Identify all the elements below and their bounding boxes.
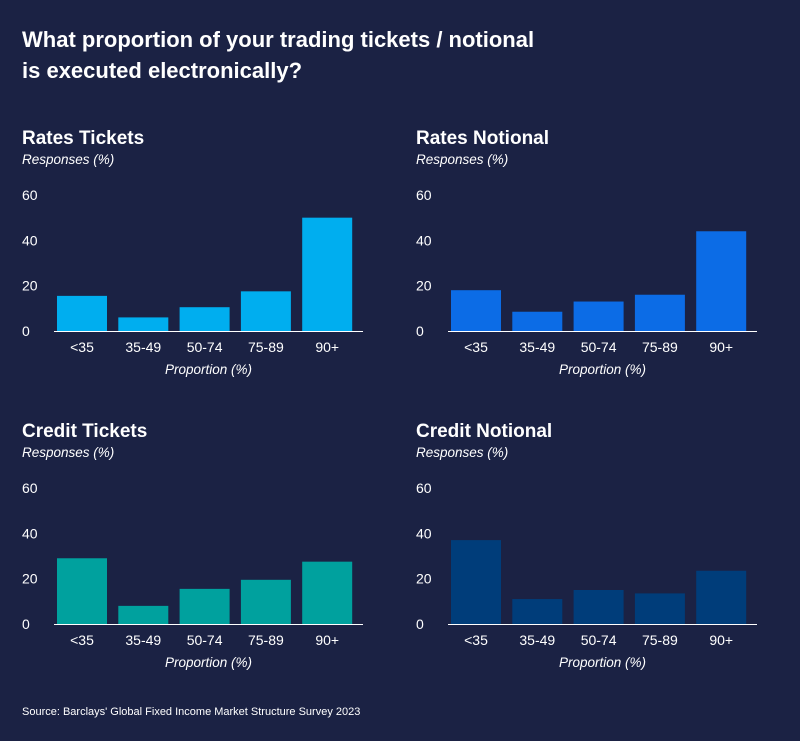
bar-chart: 0 20 40 60 <35 35-49 50-74 75-89 90+ xyxy=(416,480,757,648)
y-tick-label: 0 xyxy=(22,323,30,339)
bar xyxy=(240,291,291,331)
y-tick-label: 40 xyxy=(416,232,432,248)
y-tick-label: 40 xyxy=(22,525,38,541)
y-axis-label: Responses (%) xyxy=(416,445,509,460)
bar xyxy=(302,217,353,331)
bar xyxy=(240,579,291,624)
x-tick-label: 75-89 xyxy=(248,632,284,648)
bar-chart: 0 20 40 60 <35 35-49 50-74 75-89 90+ xyxy=(22,480,363,648)
bar xyxy=(634,294,685,331)
chart-panel-rates-notional: Rates Notional Responses (%) 0 20 40 60 <35 3… xyxy=(416,127,776,387)
x-tick-label: 35-49 xyxy=(125,632,161,648)
bar xyxy=(57,295,107,331)
x-tick-label: 35-49 xyxy=(519,632,555,648)
x-tick-label: 75-89 xyxy=(642,339,678,355)
chart-panel-rates-tickets: Rates Tickets Responses (%) 0 20 40 60 <35 35… xyxy=(22,127,382,387)
x-tick-label: 50-74 xyxy=(581,632,617,648)
x-tick-label: 50-74 xyxy=(581,339,617,355)
bar xyxy=(57,558,107,624)
bar xyxy=(512,599,563,624)
x-axis-label: Proportion (%) xyxy=(558,655,647,670)
bar xyxy=(696,231,747,331)
y-tick-label: 40 xyxy=(416,525,432,541)
x-tick-label: 35-49 xyxy=(125,339,161,355)
y-axis-label: Responses (%) xyxy=(416,152,509,167)
y-tick-label: 0 xyxy=(22,616,30,632)
y-tick-label: 60 xyxy=(416,480,432,496)
bar xyxy=(451,540,501,624)
x-axis-label: Proportion (%) xyxy=(558,362,647,377)
chart-panel-credit-notional: Credit Notional Responses (%) 0 20 40 60 <35… xyxy=(416,420,776,680)
x-tick-label: <35 xyxy=(464,339,488,355)
x-tick-label: 50-74 xyxy=(187,632,223,648)
bar xyxy=(118,605,169,624)
y-tick-label: 40 xyxy=(22,232,38,248)
bar-chart: 0 20 40 60 <35 35-49 50-74 75-89 90+ xyxy=(22,187,363,355)
x-tick-label: 90+ xyxy=(315,632,339,648)
x-tick-label: 90+ xyxy=(709,339,733,355)
bar xyxy=(451,290,501,331)
bar xyxy=(634,593,685,624)
chart-panel-credit-tickets: Credit Tickets Responses (%) 0 20 40 60 <35 3… xyxy=(22,420,382,680)
x-tick-label: 75-89 xyxy=(248,339,284,355)
x-tick-label: 90+ xyxy=(315,339,339,355)
y-tick-label: 0 xyxy=(416,616,424,632)
y-axis-label: Responses (%) xyxy=(22,152,115,167)
y-axis-label: Responses (%) xyxy=(22,445,115,460)
y-tick-label: 20 xyxy=(22,571,38,587)
x-tick-label: <35 xyxy=(70,632,94,648)
x-tick-label: <35 xyxy=(464,632,488,648)
x-tick-label: 75-89 xyxy=(642,632,678,648)
y-tick-label: 60 xyxy=(416,187,432,203)
chart-title: Credit Tickets xyxy=(22,421,148,442)
x-tick-label: 50-74 xyxy=(187,339,223,355)
bar xyxy=(696,570,747,624)
y-tick-label: 60 xyxy=(22,187,38,203)
x-tick-label: 35-49 xyxy=(519,339,555,355)
y-tick-label: 20 xyxy=(416,571,432,587)
x-axis-label: Proportion (%) xyxy=(164,362,253,377)
y-tick-label: 0 xyxy=(416,323,424,339)
x-tick-label: 90+ xyxy=(709,632,733,648)
bar xyxy=(179,588,230,624)
y-tick-label: 60 xyxy=(22,480,38,496)
bar xyxy=(573,301,624,331)
y-tick-label: 20 xyxy=(22,278,38,294)
chart-title: Rates Notional xyxy=(416,128,550,149)
page-title: What proportion of your trading tickets … xyxy=(22,27,535,83)
bar xyxy=(179,307,230,331)
source-note: Source: Barclays' Global Fixed Income Ma… xyxy=(22,706,361,718)
bar xyxy=(302,561,353,624)
bar xyxy=(573,590,624,624)
chart-title: Credit Notional xyxy=(416,421,553,442)
x-tick-label: <35 xyxy=(70,339,94,355)
y-tick-label: 20 xyxy=(416,278,432,294)
bar xyxy=(512,311,563,331)
bar xyxy=(118,317,169,331)
bar-chart: 0 20 40 60 <35 35-49 50-74 75-89 90+ xyxy=(416,187,757,355)
chart-title: Rates Tickets xyxy=(22,128,145,149)
x-axis-label: Proportion (%) xyxy=(164,655,253,670)
